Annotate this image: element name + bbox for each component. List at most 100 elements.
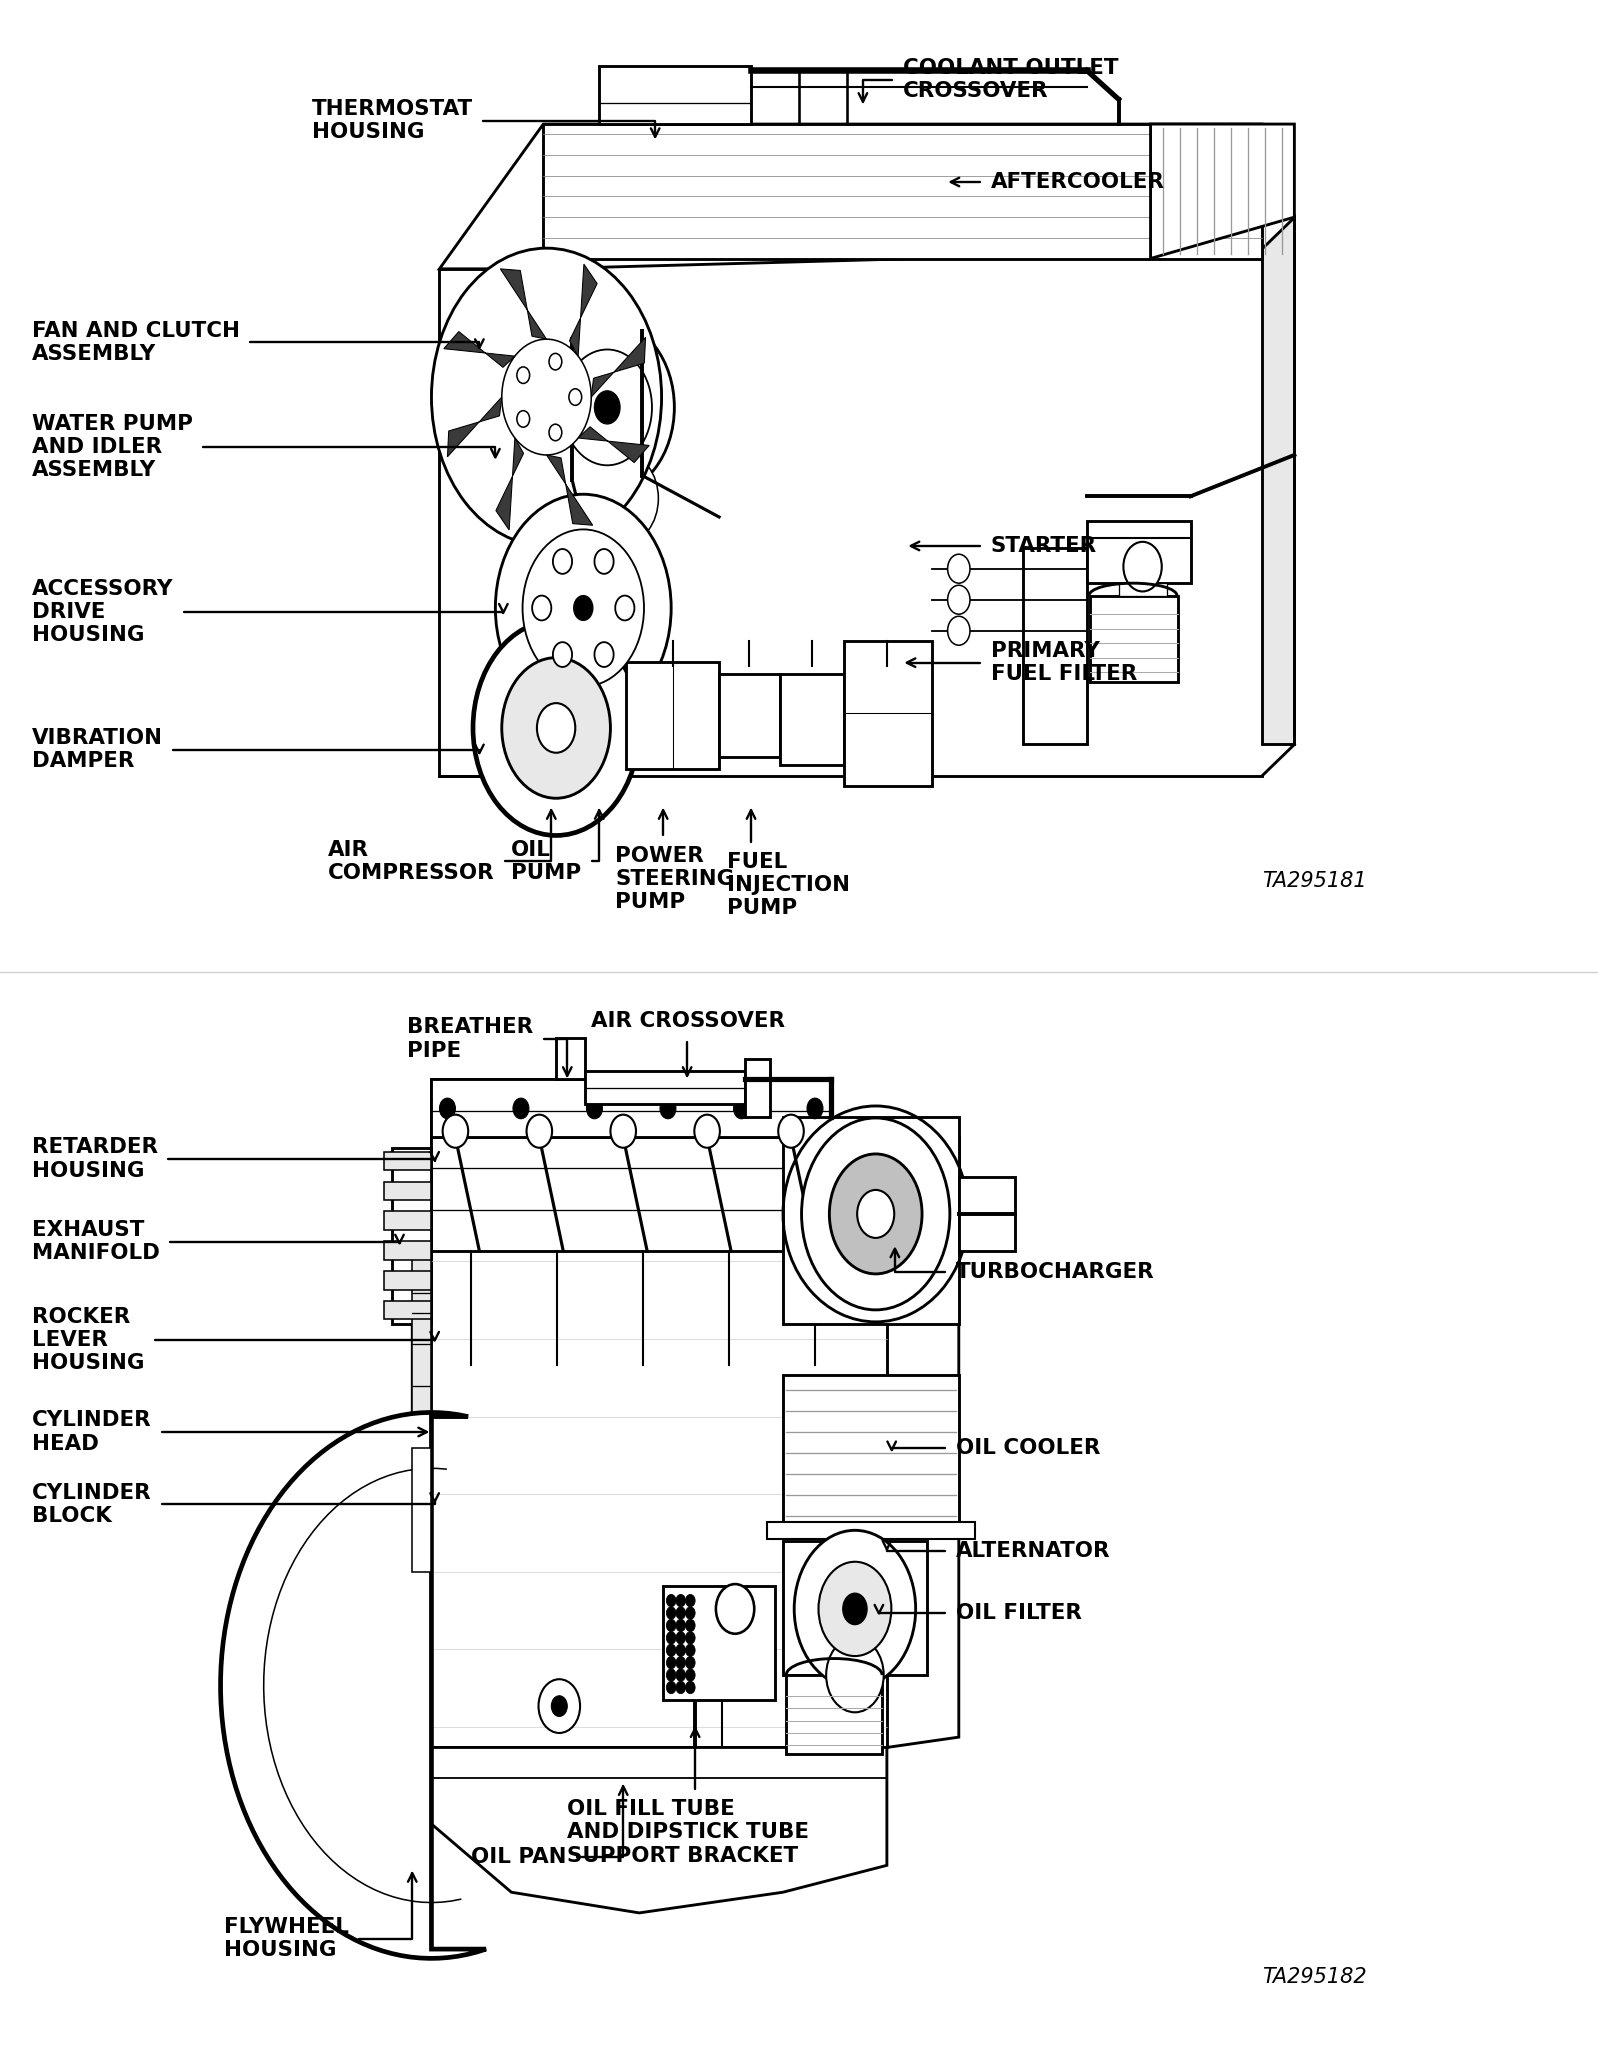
Circle shape — [594, 548, 614, 573]
Text: CYLINDER
HEAD: CYLINDER HEAD — [32, 1410, 427, 1454]
Polygon shape — [221, 1412, 486, 1958]
Bar — [431, 1137, 887, 1747]
Circle shape — [676, 1594, 686, 1607]
Text: THERMOSTAT
HOUSING: THERMOSTAT HOUSING — [312, 99, 660, 143]
Polygon shape — [439, 269, 543, 776]
Text: AIR CROSSOVER: AIR CROSSOVER — [591, 1011, 785, 1075]
Bar — [626, 662, 719, 769]
Text: OIL
PUMP: OIL PUMP — [511, 811, 604, 883]
Bar — [1023, 548, 1087, 744]
Circle shape — [686, 1632, 695, 1644]
Bar — [783, 1117, 959, 1324]
Circle shape — [676, 1681, 686, 1694]
Polygon shape — [392, 1148, 431, 1324]
Bar — [431, 1137, 959, 1251]
Polygon shape — [444, 331, 515, 368]
Circle shape — [550, 424, 562, 440]
Bar — [786, 1675, 882, 1754]
Bar — [745, 1059, 770, 1117]
Circle shape — [948, 554, 970, 583]
Circle shape — [686, 1619, 695, 1632]
Bar — [543, 531, 626, 769]
Text: BREATHER
PIPE: BREATHER PIPE — [407, 1017, 572, 1075]
Circle shape — [610, 1115, 636, 1148]
Polygon shape — [1151, 124, 1294, 258]
Text: STARTER: STARTER — [911, 536, 1096, 556]
Text: OIL COOLER: OIL COOLER — [887, 1437, 1099, 1458]
Text: ALTERNATOR: ALTERNATOR — [882, 1541, 1111, 1561]
Circle shape — [948, 585, 970, 614]
Circle shape — [948, 616, 970, 645]
Circle shape — [553, 548, 572, 573]
Text: OIL FILTER: OIL FILTER — [874, 1603, 1082, 1623]
Circle shape — [551, 1696, 567, 1716]
Circle shape — [516, 412, 529, 428]
Bar — [384, 1272, 431, 1290]
Circle shape — [502, 339, 591, 455]
Circle shape — [586, 1098, 602, 1119]
Circle shape — [676, 1619, 686, 1632]
Text: PRIMARY
FUEL FILTER: PRIMARY FUEL FILTER — [906, 641, 1138, 685]
Text: AFTERCOOLER: AFTERCOOLER — [951, 172, 1165, 192]
Circle shape — [495, 494, 671, 722]
Bar — [384, 1152, 431, 1170]
Bar — [384, 1212, 431, 1230]
Bar — [767, 1522, 975, 1539]
Circle shape — [807, 1098, 823, 1119]
Text: ACCESSORY
DRIVE
HOUSING: ACCESSORY DRIVE HOUSING — [32, 579, 508, 645]
Bar — [1090, 596, 1178, 682]
Circle shape — [794, 1530, 916, 1687]
Text: VIBRATION
DAMPER: VIBRATION DAMPER — [32, 728, 484, 771]
Circle shape — [666, 1644, 676, 1656]
Circle shape — [526, 1115, 553, 1148]
Circle shape — [443, 1115, 468, 1148]
Circle shape — [574, 596, 593, 620]
Polygon shape — [1262, 217, 1294, 744]
Circle shape — [694, 1115, 719, 1148]
Bar — [431, 1079, 831, 1137]
Bar — [585, 1071, 745, 1104]
Bar — [663, 1586, 775, 1700]
Bar — [783, 1541, 927, 1675]
Circle shape — [562, 349, 652, 465]
Bar — [719, 674, 780, 757]
Circle shape — [615, 596, 634, 620]
Circle shape — [660, 1098, 676, 1119]
Text: TURBOCHARGER: TURBOCHARGER — [890, 1249, 1154, 1282]
Circle shape — [676, 1607, 686, 1619]
Polygon shape — [547, 455, 593, 525]
Polygon shape — [412, 1448, 431, 1572]
Bar — [1119, 583, 1167, 596]
Circle shape — [686, 1594, 695, 1607]
Text: OIL FILL TUBE
AND DIPSTICK TUBE
SUPPORT BRACKET: OIL FILL TUBE AND DIPSTICK TUBE SUPPORT … — [567, 1729, 809, 1865]
Polygon shape — [569, 265, 598, 356]
Bar — [1087, 521, 1191, 583]
Circle shape — [502, 658, 610, 798]
Bar — [783, 1375, 959, 1530]
Polygon shape — [543, 124, 1262, 258]
Circle shape — [686, 1681, 695, 1694]
Text: AIR
COMPRESSOR: AIR COMPRESSOR — [328, 811, 556, 883]
Circle shape — [686, 1644, 695, 1656]
Polygon shape — [495, 438, 524, 529]
Text: OIL PAN: OIL PAN — [471, 1787, 628, 1867]
Text: COOLANT OUTLET
CROSSOVER: COOLANT OUTLET CROSSOVER — [858, 58, 1119, 101]
Circle shape — [550, 354, 562, 370]
Circle shape — [686, 1669, 695, 1681]
Polygon shape — [412, 1137, 959, 1747]
Circle shape — [802, 1119, 949, 1309]
Circle shape — [523, 529, 644, 687]
Circle shape — [1123, 542, 1162, 591]
Circle shape — [829, 1154, 922, 1274]
Circle shape — [666, 1656, 676, 1669]
Bar — [384, 1301, 431, 1319]
Circle shape — [588, 453, 658, 544]
Circle shape — [778, 1115, 804, 1148]
Circle shape — [532, 596, 551, 620]
Bar — [384, 1241, 431, 1259]
Circle shape — [676, 1656, 686, 1669]
Circle shape — [540, 321, 674, 494]
Polygon shape — [439, 124, 1294, 269]
Circle shape — [666, 1594, 676, 1607]
Bar — [599, 66, 751, 124]
